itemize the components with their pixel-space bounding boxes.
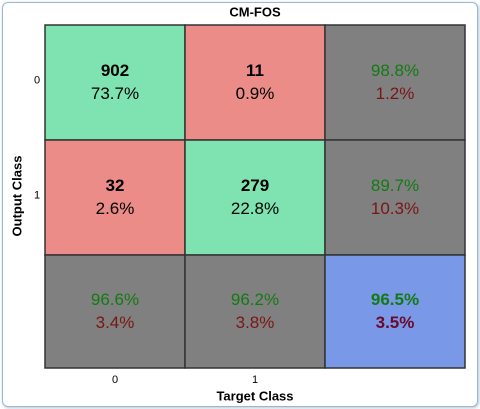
title: CM-FOS <box>229 4 281 19</box>
cell-top: 96.6% <box>91 290 139 309</box>
cell <box>44 24 186 141</box>
cell-top: 98.8% <box>371 61 419 80</box>
cell-bottom: 3.5% <box>376 313 415 332</box>
y-tick-label: 0 <box>34 74 40 86</box>
cell <box>184 139 326 256</box>
x-tick-label: 1 <box>252 374 258 386</box>
cell-bottom: 0.9% <box>236 84 275 103</box>
cell-top: 279 <box>241 176 269 195</box>
cell-bottom: 3.8% <box>236 313 275 332</box>
cell-top: 902 <box>101 61 129 80</box>
cell-bottom: 2.6% <box>96 199 135 218</box>
cell-bottom: 3.4% <box>96 313 135 332</box>
cell-top: 32 <box>106 176 125 195</box>
x-axis-label: Target Class <box>216 388 293 403</box>
cell <box>44 139 186 256</box>
cell <box>324 24 466 141</box>
cell-bottom: 10.3% <box>371 199 419 218</box>
y-tick-label: 1 <box>34 189 40 201</box>
cell-top: 96.5% <box>371 290 419 309</box>
cell-bottom: 1.2% <box>376 84 415 103</box>
cell-bottom: 22.8% <box>231 199 279 218</box>
cell <box>324 139 466 256</box>
x-tick-label: 0 <box>112 374 118 386</box>
cell <box>44 254 186 369</box>
cell-bottom: 73.7% <box>91 84 139 103</box>
cell-top: 96.2% <box>231 290 279 309</box>
cell <box>184 254 326 369</box>
y-axis-label: Output Class <box>9 156 24 237</box>
cell <box>324 254 466 369</box>
cell-top: 11 <box>246 61 264 80</box>
cell-top: 89.7% <box>371 176 419 195</box>
cell <box>184 24 326 141</box>
